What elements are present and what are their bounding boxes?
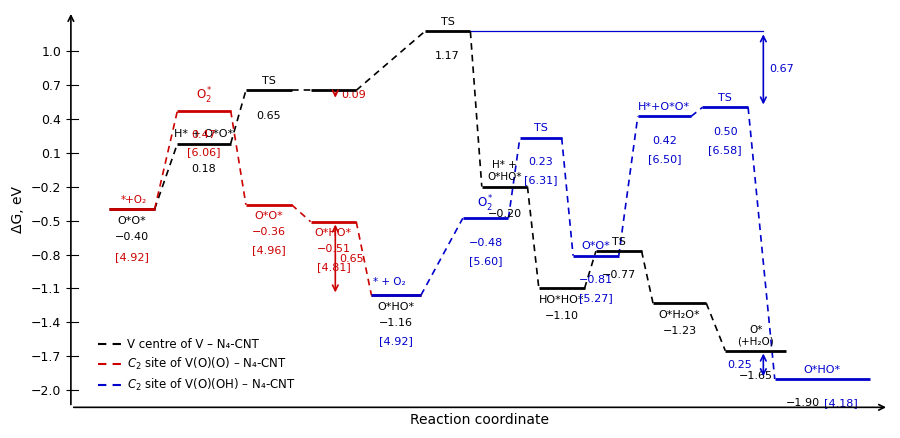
Text: HO*HO*: HO*HO* <box>539 295 584 305</box>
Text: 1.17: 1.17 <box>436 51 460 61</box>
Text: H*+O*O*: H*+O*O* <box>638 102 690 112</box>
Text: 0.65: 0.65 <box>256 111 281 121</box>
Text: −1.10: −1.10 <box>544 311 579 321</box>
Text: −0.51: −0.51 <box>317 244 350 254</box>
Text: O*H₂O*: O*H₂O* <box>659 310 700 320</box>
Text: [4.92]: [4.92] <box>379 336 413 346</box>
Text: [5.60]: [5.60] <box>469 256 502 265</box>
Text: TS: TS <box>718 93 733 103</box>
Text: [6.31]: [6.31] <box>524 175 557 185</box>
Text: TS: TS <box>612 237 625 247</box>
Text: 0.18: 0.18 <box>192 164 216 174</box>
Text: H* +
O*HO*: H* + O*HO* <box>488 160 522 182</box>
Text: O$_2^*$: O$_2^*$ <box>195 86 212 106</box>
Text: [4.81]: [4.81] <box>317 262 350 272</box>
Text: TS: TS <box>262 76 275 86</box>
Text: O*HO*: O*HO* <box>804 364 841 374</box>
Text: [4.18]: [4.18] <box>824 398 859 408</box>
Text: −1.90: −1.90 <box>787 398 820 408</box>
Y-axis label: ΔG, eV: ΔG, eV <box>11 186 25 233</box>
Text: O*O*: O*O* <box>581 241 610 251</box>
Text: O*O*: O*O* <box>255 212 284 222</box>
Text: 0.09: 0.09 <box>341 91 365 100</box>
Text: [6.06]: [6.06] <box>187 147 220 157</box>
Text: O*HO*: O*HO* <box>378 302 415 312</box>
Text: TS: TS <box>534 124 548 134</box>
Text: *+O₂: *+O₂ <box>121 195 147 205</box>
Text: 0.25: 0.25 <box>727 360 752 370</box>
Text: H* + O*O*: H* + O*O* <box>175 129 234 139</box>
Text: −0.40: −0.40 <box>114 232 148 242</box>
Text: −1.23: −1.23 <box>662 326 697 336</box>
Text: −0.20: −0.20 <box>488 209 522 219</box>
Text: −0.48: −0.48 <box>469 237 503 247</box>
Text: [4.92]: [4.92] <box>115 252 148 262</box>
Text: 0.47: 0.47 <box>192 130 217 140</box>
Text: −0.36: −0.36 <box>252 227 285 237</box>
Text: −1.65: −1.65 <box>739 371 773 381</box>
Text: [6.50]: [6.50] <box>648 154 681 164</box>
Text: [6.58]: [6.58] <box>708 145 742 155</box>
Text: 0.23: 0.23 <box>528 157 554 167</box>
Text: −0.81: −0.81 <box>579 275 613 285</box>
Text: TS: TS <box>441 17 454 27</box>
Text: 0.42: 0.42 <box>652 136 677 146</box>
Text: 0.50: 0.50 <box>713 127 738 137</box>
Legend: V centre of V – N₄-CNT, $C_2$ site of V(O)(O) – N₄-CNT, $C_2$ site of V(O)(OH) –: V centre of V – N₄-CNT, $C_2$ site of V(… <box>94 333 301 397</box>
X-axis label: Reaction coordinate: Reaction coordinate <box>410 413 549 427</box>
Text: −1.16: −1.16 <box>379 318 413 328</box>
Text: 0.65: 0.65 <box>339 254 364 264</box>
Text: O*
(+H₂O): O* (+H₂O) <box>737 325 774 346</box>
Text: [4.96]: [4.96] <box>252 245 285 255</box>
Text: 0.67: 0.67 <box>769 64 794 74</box>
Text: −0.77: −0.77 <box>601 270 636 280</box>
Text: O*HO*: O*HO* <box>315 229 352 238</box>
Text: * + O₂: * + O₂ <box>374 277 406 287</box>
Text: [5.27]: [5.27] <box>579 293 613 303</box>
Text: O*O*: O*O* <box>117 216 146 226</box>
Text: O$_2^*$: O$_2^*$ <box>477 194 494 214</box>
